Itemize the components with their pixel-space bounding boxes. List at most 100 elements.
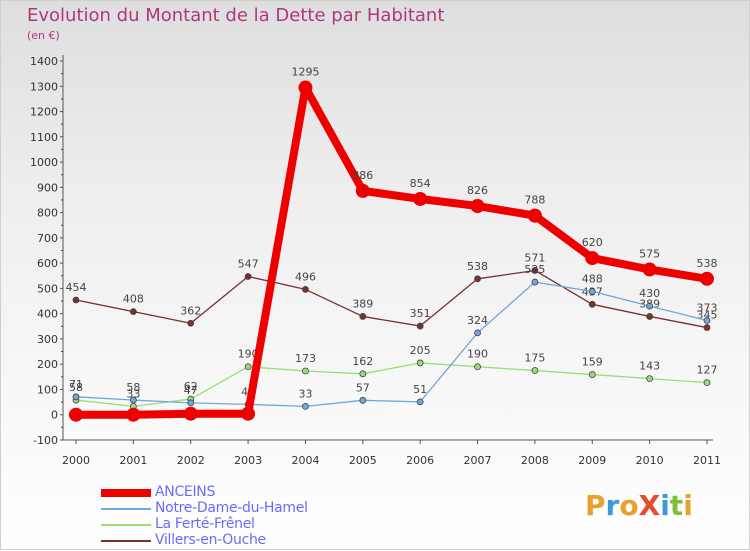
data-point bbox=[703, 324, 711, 331]
data-point bbox=[700, 271, 714, 286]
y-tick-label: 1200 bbox=[30, 106, 58, 119]
data-point bbox=[187, 319, 195, 327]
data-point bbox=[588, 288, 596, 295]
proxiti-logo: ProXiti bbox=[585, 489, 693, 522]
data-label: 362 bbox=[180, 304, 201, 317]
data-label: 205 bbox=[410, 344, 431, 357]
x-tick-label: 2007 bbox=[464, 454, 492, 467]
data-point bbox=[244, 273, 252, 280]
y-tick-label: 0 bbox=[51, 409, 58, 422]
logo-letter: t bbox=[669, 489, 684, 522]
data-label: 538 bbox=[697, 257, 718, 270]
data-point bbox=[646, 313, 654, 320]
y-tick-label: 800 bbox=[37, 207, 58, 220]
legend-label: Notre-Dame-du-Hamel bbox=[155, 500, 308, 516]
data-point bbox=[302, 286, 309, 293]
y-tick-label: 1400 bbox=[30, 55, 58, 68]
data-point bbox=[359, 370, 367, 378]
y-tick-label: 100 bbox=[37, 383, 58, 396]
data-label: 854 bbox=[410, 177, 431, 190]
data-point bbox=[531, 367, 539, 374]
series-line bbox=[75, 362, 708, 408]
data-label: 57 bbox=[356, 381, 370, 394]
logo-letter: r bbox=[605, 489, 620, 522]
x-tick-label: 2001 bbox=[119, 454, 147, 467]
data-label: 162 bbox=[352, 355, 373, 368]
data-point bbox=[302, 367, 309, 375]
logo-letter: i bbox=[660, 489, 670, 522]
data-label: 538 bbox=[467, 260, 488, 273]
data-label: 547 bbox=[238, 258, 259, 271]
data-label: 496 bbox=[295, 270, 316, 283]
series-line bbox=[72, 83, 711, 419]
data-point bbox=[416, 398, 424, 406]
chart-subtitle: (en €) bbox=[27, 29, 60, 42]
data-point bbox=[527, 208, 542, 223]
y-tick-label: 400 bbox=[37, 308, 58, 321]
x-tick-label: 2011 bbox=[693, 454, 721, 467]
data-label: 788 bbox=[524, 194, 545, 207]
data-label: 1295 bbox=[291, 66, 319, 79]
y-tick-label: 200 bbox=[37, 358, 58, 371]
data-point bbox=[69, 407, 83, 422]
data-point bbox=[646, 302, 654, 310]
legend-label: Villers-en-Ouche bbox=[155, 532, 266, 548]
chart-title: Evolution du Montant de la Dette par Hab… bbox=[27, 5, 445, 26]
data-label: 389 bbox=[352, 297, 373, 310]
x-tick-label: 2003 bbox=[234, 454, 262, 467]
data-point bbox=[646, 375, 654, 383]
y-tick-label: -100 bbox=[33, 434, 58, 447]
y-tick-label: 600 bbox=[37, 257, 58, 270]
data-label: 62 bbox=[184, 380, 198, 393]
data-point bbox=[531, 267, 539, 274]
data-label: 159 bbox=[582, 356, 603, 369]
data-label: 58 bbox=[69, 381, 83, 394]
series-line bbox=[75, 269, 708, 329]
data-point bbox=[126, 407, 141, 422]
legend-swatch bbox=[101, 489, 151, 497]
data-label: 58 bbox=[126, 381, 140, 394]
x-tick-label: 2005 bbox=[349, 454, 377, 467]
data-point bbox=[585, 251, 600, 266]
logo-letter: X bbox=[638, 489, 661, 522]
data-point bbox=[588, 371, 596, 378]
data-point bbox=[298, 80, 313, 95]
legend-swatch bbox=[101, 524, 151, 526]
y-tick-label: 1000 bbox=[30, 156, 58, 169]
logo-letter: P bbox=[585, 489, 606, 522]
data-label: 345 bbox=[697, 309, 718, 322]
data-point bbox=[703, 317, 711, 324]
data-point bbox=[187, 399, 195, 407]
x-tick-label: 2010 bbox=[636, 454, 664, 467]
data-label: 620 bbox=[582, 236, 603, 249]
data-point bbox=[642, 262, 657, 277]
y-tick-label: 1100 bbox=[30, 131, 58, 144]
data-label: 175 bbox=[524, 352, 545, 365]
data-label: 190 bbox=[467, 348, 488, 361]
data-label: 571 bbox=[524, 251, 545, 264]
data-label: 47 bbox=[184, 384, 198, 397]
data-label: 525 bbox=[524, 263, 545, 276]
x-tick-label: 2004 bbox=[291, 454, 319, 467]
y-tick-label: 900 bbox=[37, 181, 58, 194]
data-label: 351 bbox=[410, 307, 431, 320]
data-point bbox=[416, 359, 424, 367]
data-point bbox=[474, 363, 481, 371]
x-tick-label: 2002 bbox=[177, 454, 205, 467]
data-point bbox=[703, 379, 711, 387]
legend-swatch bbox=[101, 540, 151, 542]
data-label: 173 bbox=[295, 352, 316, 365]
data-label: 408 bbox=[123, 293, 144, 306]
data-label: 190 bbox=[238, 348, 259, 361]
data-point bbox=[588, 300, 596, 308]
data-point bbox=[72, 296, 80, 304]
data-label: 430 bbox=[639, 287, 660, 300]
logo-letter: i bbox=[683, 489, 693, 522]
data-label: 373 bbox=[697, 301, 718, 314]
series-line bbox=[75, 281, 708, 408]
y-tick-label: 1300 bbox=[30, 80, 58, 93]
data-label: 33 bbox=[126, 387, 140, 400]
logo-letter: o bbox=[619, 489, 639, 522]
data-point bbox=[474, 329, 481, 337]
